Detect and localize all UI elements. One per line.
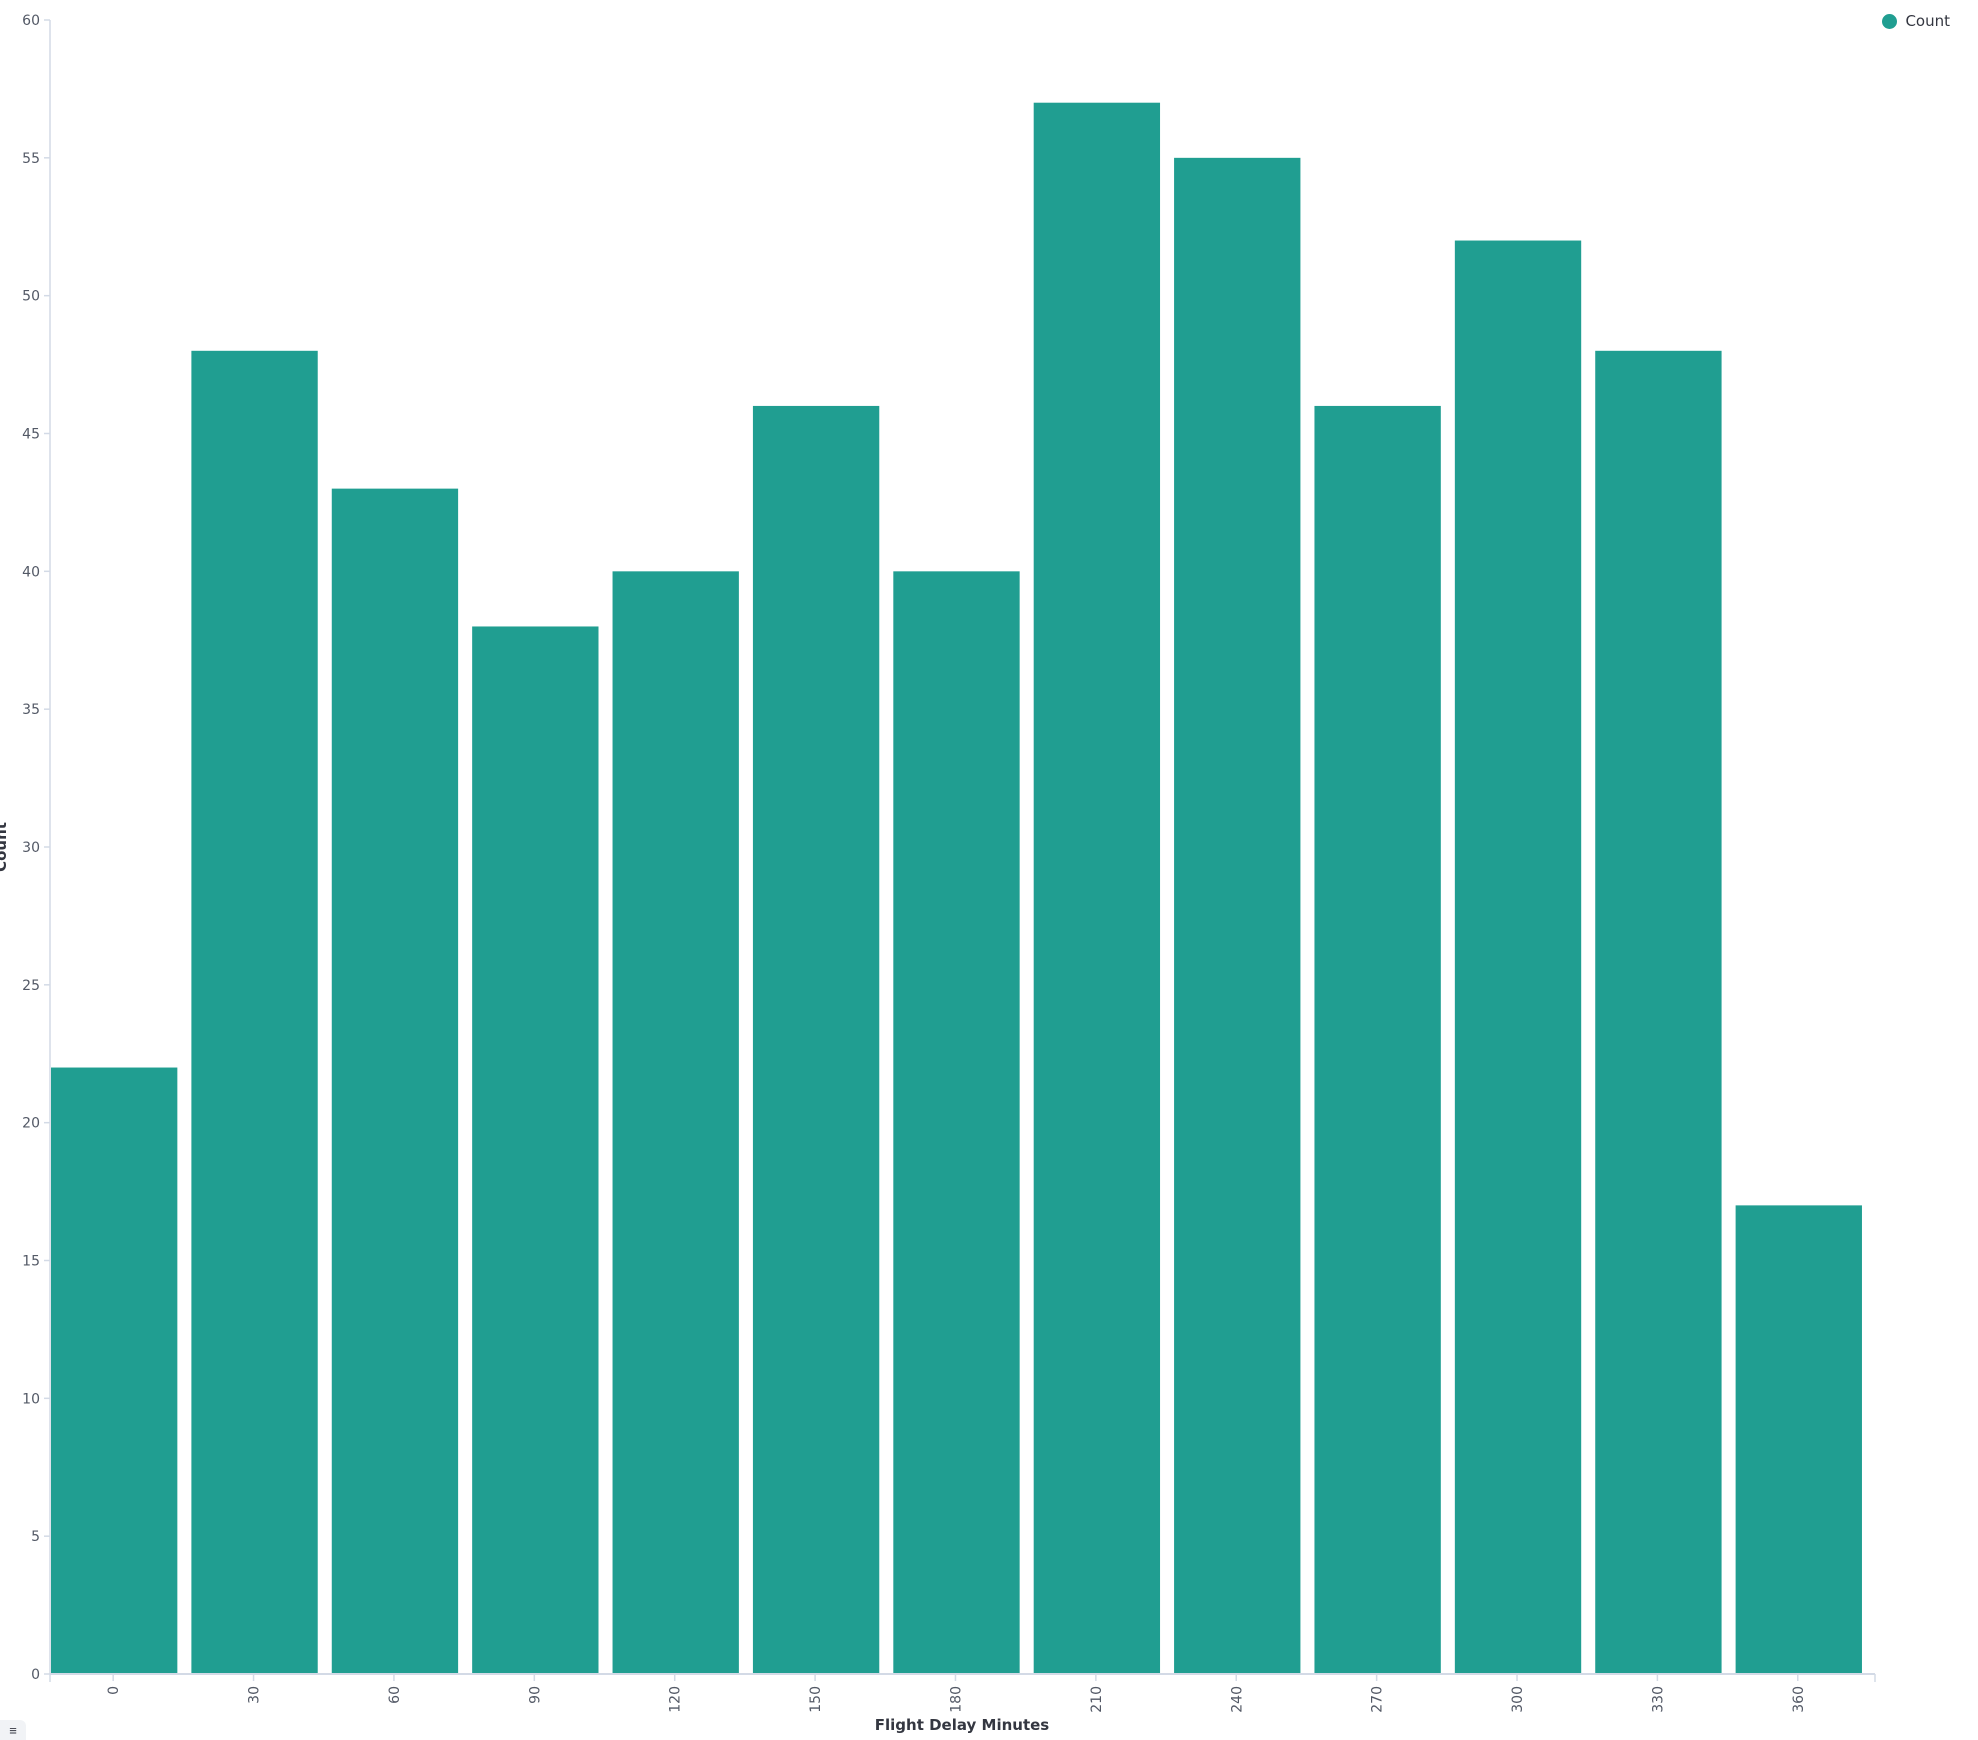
y-tick-label: 35 bbox=[22, 702, 40, 718]
x-tick-label: 120 bbox=[668, 1686, 684, 1713]
bar[interactable] bbox=[1595, 350, 1722, 1674]
y-tick-label: 15 bbox=[22, 1254, 40, 1270]
y-tick-label: 20 bbox=[22, 1116, 40, 1132]
x-tick-label: 60 bbox=[387, 1686, 403, 1704]
bar[interactable] bbox=[1314, 405, 1441, 1674]
x-tick-label: 0 bbox=[106, 1686, 122, 1695]
bar[interactable] bbox=[51, 1067, 178, 1674]
bar[interactable] bbox=[191, 350, 318, 1674]
bar[interactable] bbox=[1735, 1205, 1862, 1674]
y-tick-label: 0 bbox=[31, 1667, 40, 1683]
x-tick-label: 210 bbox=[1089, 1686, 1105, 1713]
bar[interactable] bbox=[752, 405, 880, 1674]
bar[interactable] bbox=[1174, 157, 1301, 1674]
bar[interactable] bbox=[893, 571, 1020, 1675]
bar[interactable] bbox=[331, 488, 459, 1675]
bar[interactable] bbox=[1454, 240, 1582, 1675]
x-tick-label: 150 bbox=[808, 1686, 824, 1713]
y-tick-label: 10 bbox=[22, 1391, 40, 1407]
x-tick-label: 30 bbox=[247, 1686, 263, 1704]
y-tick-label: 25 bbox=[22, 978, 40, 994]
legend-toggle-button[interactable]: ≡ bbox=[0, 1720, 26, 1740]
x-tick-label: 90 bbox=[527, 1686, 543, 1704]
legend-item-count[interactable]: Count bbox=[1882, 12, 1950, 30]
y-tick-label: 50 bbox=[22, 289, 40, 305]
list-icon: ≡ bbox=[9, 1722, 17, 1738]
y-tick-label: 55 bbox=[22, 151, 40, 167]
x-tick-label: 330 bbox=[1650, 1686, 1666, 1713]
y-tick-label: 40 bbox=[22, 564, 40, 580]
y-tick-label: 45 bbox=[22, 427, 40, 443]
bar[interactable] bbox=[472, 626, 599, 1674]
bar[interactable] bbox=[612, 571, 739, 1675]
x-axis-title: Flight Delay Minutes bbox=[875, 1716, 1050, 1734]
x-tick-label: 180 bbox=[948, 1686, 964, 1713]
x-tick-label: 240 bbox=[1229, 1686, 1245, 1713]
legend-label: Count bbox=[1905, 12, 1950, 30]
y-tick-label: 5 bbox=[31, 1529, 40, 1545]
bar[interactable] bbox=[1033, 102, 1161, 1675]
legend-color-dot-icon bbox=[1882, 13, 1898, 29]
y-tick-label: 30 bbox=[22, 840, 40, 856]
x-tick-label: 270 bbox=[1370, 1686, 1386, 1713]
y-axis-title: Count bbox=[0, 822, 10, 872]
x-tick-label: 300 bbox=[1510, 1686, 1526, 1713]
x-tick-label: 360 bbox=[1791, 1686, 1807, 1713]
y-tick-label: 60 bbox=[22, 13, 40, 29]
